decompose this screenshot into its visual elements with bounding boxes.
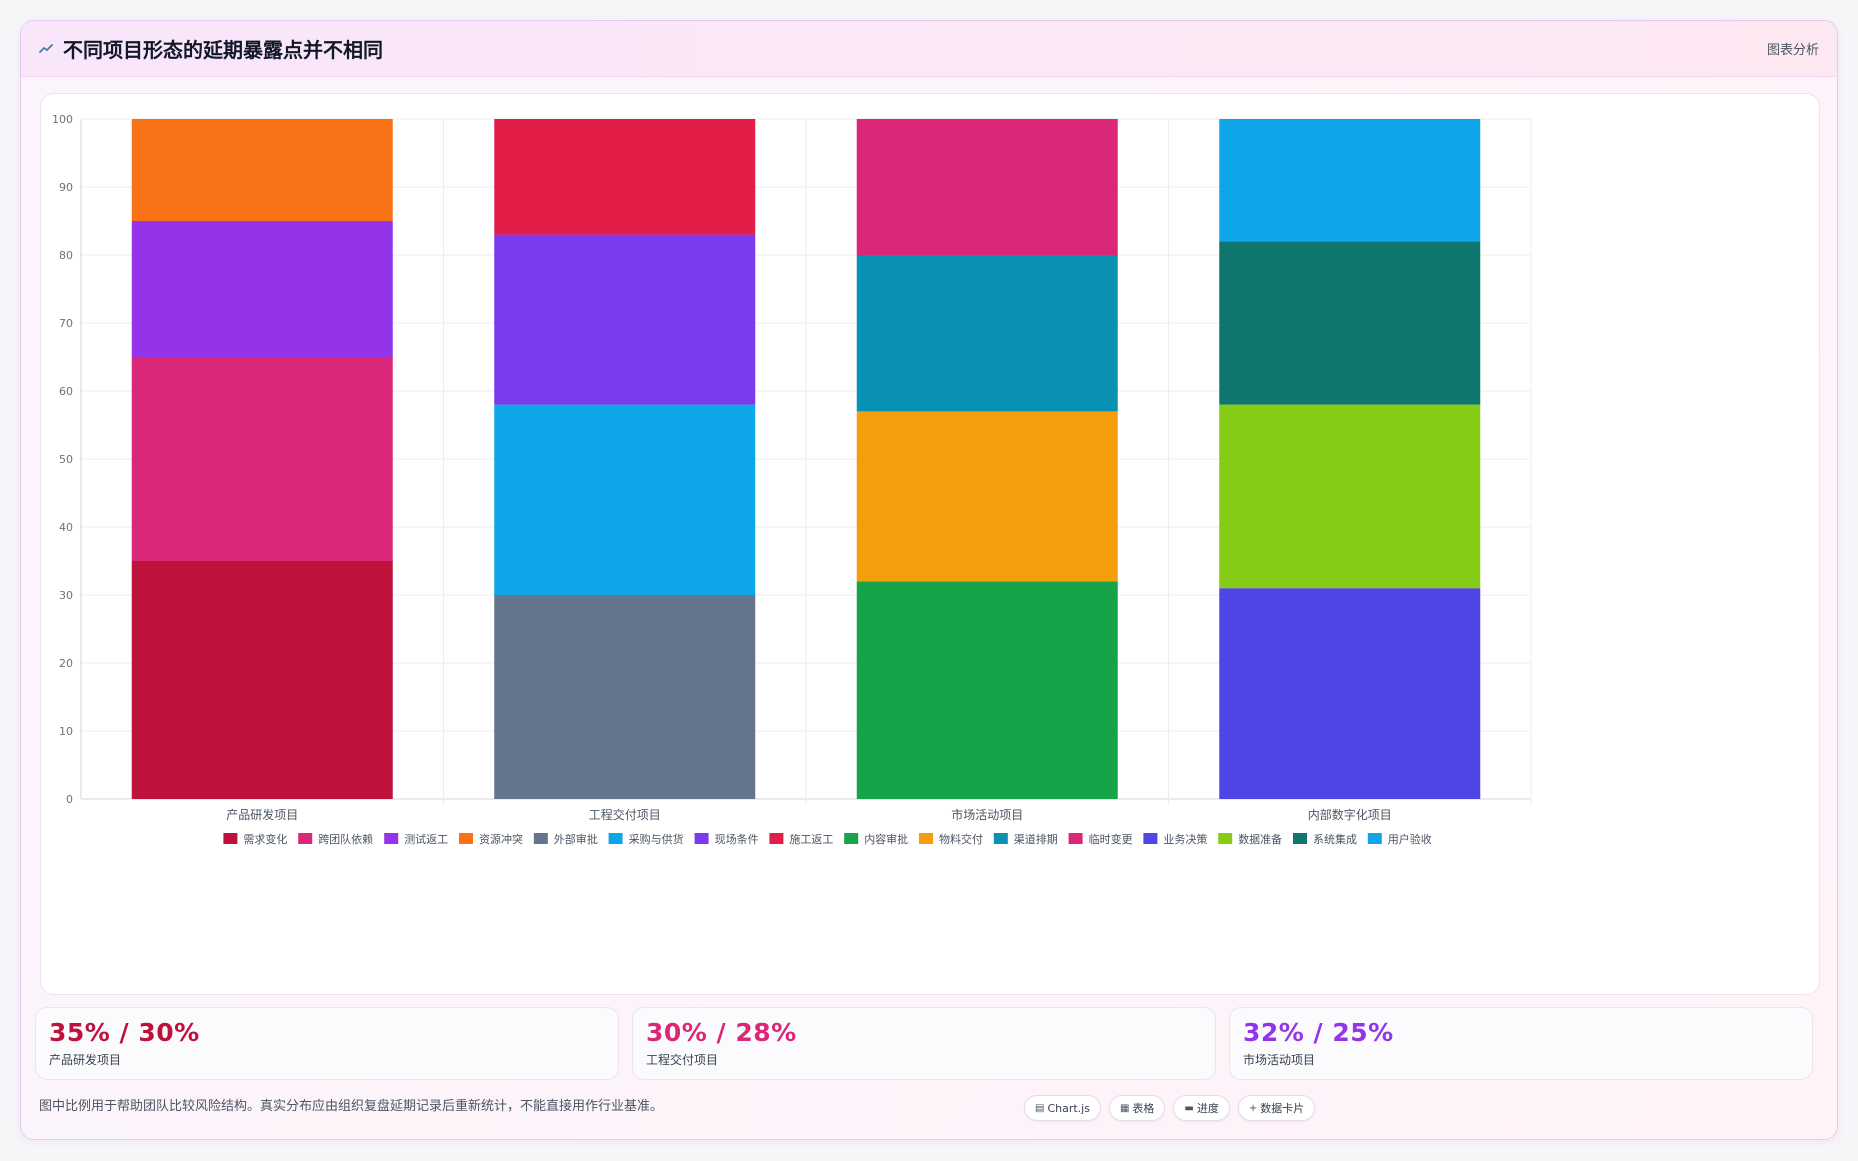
bar-segment: [1219, 241, 1481, 405]
bar-segment: [856, 119, 1118, 255]
stat-card: 32% / 25% 市场活动项目: [1229, 1007, 1813, 1080]
y-tick-label: 40: [59, 521, 73, 534]
legend-label: 施工返工: [789, 833, 833, 846]
chip-label: 表格: [1132, 1102, 1155, 1115]
legend-swatch: [1068, 833, 1083, 844]
chip-table[interactable]: ▦ 表格: [1108, 1095, 1166, 1121]
legend-label: 资源冲突: [479, 832, 523, 846]
legend-label: 内容审批: [864, 832, 908, 846]
legend-swatch: [993, 833, 1008, 844]
bar-segment: [131, 221, 393, 357]
y-tick-label: 90: [59, 181, 73, 194]
legend-swatch: [223, 833, 238, 844]
stat-card: 35% / 30% 产品研发项目: [35, 1007, 619, 1080]
y-tick-label: 100: [52, 113, 73, 126]
legend-swatch: [298, 833, 313, 844]
y-tick-label: 80: [59, 249, 73, 262]
x-tick-label: 产品研发项目: [226, 807, 298, 822]
page-title: 不同项目形态的延期暴露点并不相同: [63, 38, 383, 62]
chip-data-card[interactable]: + 数据卡片: [1237, 1095, 1316, 1121]
chart-icon: ▤: [1035, 1102, 1045, 1114]
chart-card: 0 10 20 30 40 50 60 70 80 90 100 产品研发项目 工程交付项目 市场活动项目…: [40, 93, 1820, 995]
legend-label: 用户验收: [1388, 832, 1432, 846]
legend-label: 外部审批: [554, 832, 598, 846]
chip-label: 数据卡片: [1260, 1102, 1305, 1115]
y-tick-label: 30: [59, 589, 73, 602]
bar-segment: [494, 119, 756, 235]
x-tick-label: 内部数字化项目: [1308, 807, 1392, 822]
legend-swatch: [769, 833, 784, 844]
bar-segment: [131, 561, 393, 799]
bar-segment: [856, 581, 1118, 799]
stacked-bar-chart: 0 10 20 30 40 50 60 70 80 90 100 产品研发项目 工程交付项目 市场活动项目…: [52, 113, 1532, 846]
legend-label: 渠道排期: [1014, 832, 1058, 846]
legend-swatch: [384, 833, 399, 844]
legend-swatch: [1293, 833, 1307, 844]
legend-label: 系统集成: [1313, 832, 1357, 846]
y-tick-label: 10: [59, 725, 73, 738]
chart-panel: 不同项目形态的延期暴露点并不相同 图表分析 0 10 20 30 40 50 60 70 80 9…: [20, 20, 1838, 1140]
legend-label: 物料交付: [939, 832, 983, 846]
progress-icon: ▬: [1184, 1102, 1194, 1114]
y-tick-label: 60: [59, 385, 73, 398]
bar-segment: [1219, 119, 1481, 242]
legend-swatch: [608, 833, 623, 844]
feature-chips: ▤ Chart.js ▦ 表格 ▬ 进度 + 数据卡片: [1024, 1095, 1316, 1121]
legend-label: 现场条件: [715, 832, 759, 846]
legend-label: 数据准备: [1238, 832, 1282, 846]
x-tick-label: 市场活动项目: [951, 807, 1023, 822]
chart-trend-icon: [39, 39, 53, 58]
bar-segment: [1219, 404, 1481, 589]
y-tick-label: 20: [59, 657, 73, 670]
stat-card: 30% / 28% 工程交付项目: [632, 1007, 1216, 1080]
stat-value: 32% / 25%: [1243, 1018, 1394, 1047]
legend-swatch: [459, 833, 473, 844]
panel-header: 不同项目形态的延期暴露点并不相同 图表分析: [21, 21, 1837, 77]
legend-swatch: [1367, 833, 1382, 844]
legend-label: 跨团队依赖: [318, 832, 373, 846]
legend-label: 业务决策: [1163, 832, 1207, 846]
stat-value: 30% / 28%: [646, 1018, 797, 1047]
legend-label: 需求变化: [243, 832, 287, 846]
legend-label: 测试返工: [404, 833, 448, 846]
legend-label: 采购与供货: [629, 832, 684, 846]
bar-segment: [131, 119, 393, 221]
chip-label: 进度: [1196, 1102, 1219, 1115]
table-icon: ▦: [1119, 1102, 1130, 1114]
y-tick-label: 0: [66, 793, 73, 806]
legend-swatch: [1218, 833, 1233, 844]
bar-segment: [856, 411, 1118, 582]
stat-label: 市场活动项目: [1243, 1053, 1316, 1067]
bar-segment: [1219, 588, 1481, 799]
stat-value: 35% / 30%: [49, 1018, 200, 1047]
legend-swatch: [1143, 833, 1158, 844]
legend-swatch: [694, 833, 709, 844]
footer-note: 图中比例用于帮助团队比较风险结构。真实分布应由组织复盘延期记录后重新统计，不能直…: [39, 1099, 664, 1114]
y-tick-label: 50: [59, 453, 73, 466]
legend-label: 临时变更: [1089, 832, 1133, 846]
legend-swatch: [919, 833, 933, 844]
bar-segment: [494, 234, 756, 405]
bar-segment: [494, 595, 756, 799]
bar-segment: [856, 255, 1118, 412]
y-tick-label: 70: [59, 317, 73, 330]
chart-analysis-link[interactable]: 图表分析: [1766, 43, 1819, 58]
chip-progress[interactable]: ▬ 进度: [1173, 1095, 1230, 1121]
bar-segment: [494, 404, 756, 595]
stat-label: 产品研发项目: [49, 1053, 122, 1067]
card-icon: +: [1248, 1102, 1258, 1114]
legend-swatch: [533, 833, 548, 844]
stat-label: 工程交付项目: [646, 1053, 719, 1067]
legend-swatch: [844, 833, 859, 844]
x-tick-label: 工程交付项目: [589, 807, 661, 822]
bar-segment: [131, 357, 393, 561]
chip-label: Chart.js: [1047, 1101, 1090, 1115]
chip-chartjs[interactable]: ▤ Chart.js: [1024, 1095, 1101, 1121]
